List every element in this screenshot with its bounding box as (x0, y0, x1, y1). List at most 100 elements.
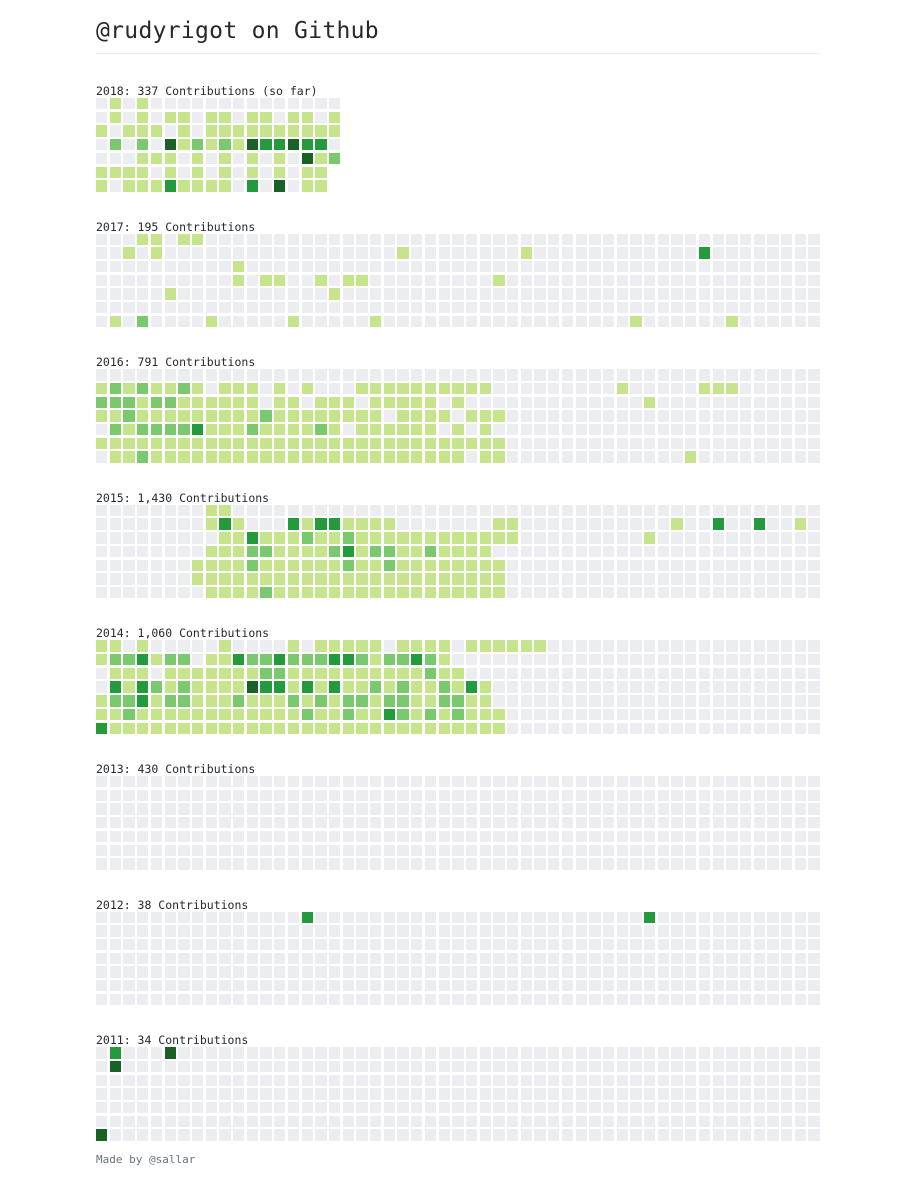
day-cell[interactable] (726, 952, 738, 965)
day-cell[interactable] (561, 559, 574, 571)
day-cell[interactable] (753, 288, 765, 300)
day-cell[interactable] (246, 993, 259, 1006)
day-cell[interactable] (233, 180, 245, 192)
day-cell[interactable] (767, 1074, 779, 1086)
day-cell[interactable] (164, 152, 176, 165)
day-cell[interactable] (794, 1101, 807, 1114)
day-cell[interactable] (685, 302, 697, 314)
day-cell[interactable] (424, 640, 437, 652)
day-cell[interactable] (602, 817, 615, 829)
day-cell[interactable] (109, 1101, 122, 1114)
day-cell[interactable] (96, 858, 108, 870)
day-cell[interactable] (370, 573, 382, 585)
day-cell[interactable] (137, 247, 149, 259)
day-cell[interactable] (205, 789, 217, 802)
day-cell[interactable] (561, 396, 574, 408)
day-cell[interactable] (137, 573, 149, 585)
day-cell[interactable] (274, 423, 286, 436)
day-cell[interactable] (150, 410, 163, 422)
day-cell[interactable] (96, 830, 108, 843)
day-cell[interactable] (424, 966, 437, 978)
day-cell[interactable] (685, 1101, 697, 1114)
day-cell[interactable] (287, 1047, 300, 1059)
day-cell[interactable] (602, 518, 615, 530)
day-cell[interactable] (260, 966, 272, 978)
day-cell[interactable] (452, 369, 464, 381)
day-cell[interactable] (644, 952, 656, 965)
day-cell[interactable] (671, 410, 683, 422)
day-cell[interactable] (520, 260, 533, 273)
day-cell[interactable] (438, 789, 450, 802)
day-cell[interactable] (561, 233, 574, 245)
day-cell[interactable] (191, 315, 204, 328)
day-cell[interactable] (602, 1101, 615, 1114)
day-cell[interactable] (575, 288, 587, 300)
day-cell[interactable] (589, 667, 601, 680)
day-cell[interactable] (342, 789, 354, 802)
day-cell[interactable] (575, 667, 587, 680)
day-cell[interactable] (328, 1129, 341, 1141)
day-cell[interactable] (191, 98, 204, 110)
day-cell[interactable] (520, 518, 533, 530)
day-cell[interactable] (726, 1129, 738, 1141)
day-cell[interactable] (465, 274, 478, 287)
day-cell[interactable] (452, 451, 464, 463)
day-cell[interactable] (233, 952, 245, 965)
day-cell[interactable] (520, 844, 533, 856)
day-cell[interactable] (726, 667, 738, 680)
day-cell[interactable] (191, 938, 204, 951)
day-cell[interactable] (164, 640, 176, 652)
day-cell[interactable] (808, 952, 820, 965)
day-cell[interactable] (493, 789, 505, 802)
day-cell[interactable] (781, 410, 793, 422)
day-cell[interactable] (602, 830, 615, 843)
day-cell[interactable] (685, 938, 697, 951)
day-cell[interactable] (123, 830, 135, 843)
day-cell[interactable] (438, 993, 450, 1006)
day-cell[interactable] (589, 938, 601, 951)
day-cell[interactable] (178, 288, 190, 300)
day-cell[interactable] (424, 573, 437, 585)
day-cell[interactable] (534, 247, 546, 259)
day-cell[interactable] (781, 789, 793, 802)
day-cell[interactable] (548, 640, 560, 652)
day-cell[interactable] (123, 952, 135, 965)
day-cell[interactable] (246, 640, 259, 652)
day-cell[interactable] (657, 858, 670, 870)
day-cell[interactable] (219, 830, 231, 843)
day-cell[interactable] (424, 980, 437, 992)
day-cell[interactable] (246, 382, 259, 395)
day-cell[interactable] (178, 952, 190, 965)
day-cell[interactable] (493, 274, 505, 287)
day-cell[interactable] (287, 695, 300, 707)
day-cell[interactable] (644, 803, 656, 815)
day-cell[interactable] (739, 681, 752, 693)
day-cell[interactable] (685, 274, 697, 287)
day-cell[interactable] (602, 396, 615, 408)
day-cell[interactable] (178, 437, 190, 450)
day-cell[interactable] (411, 938, 423, 951)
day-cell[interactable] (767, 911, 779, 923)
day-cell[interactable] (328, 925, 341, 937)
day-cell[interactable] (109, 315, 122, 328)
day-cell[interactable] (109, 111, 122, 124)
day-cell[interactable] (123, 1115, 135, 1128)
day-cell[interactable] (698, 952, 711, 965)
day-cell[interactable] (712, 776, 724, 788)
day-cell[interactable] (109, 722, 122, 734)
day-cell[interactable] (602, 1115, 615, 1128)
day-cell[interactable] (712, 233, 724, 245)
day-cell[interactable] (644, 858, 656, 870)
day-cell[interactable] (794, 1088, 807, 1100)
day-cell[interactable] (356, 233, 368, 245)
day-cell[interactable] (616, 1047, 628, 1059)
day-cell[interactable] (589, 1129, 601, 1141)
day-cell[interactable] (383, 247, 396, 259)
day-cell[interactable] (794, 640, 807, 652)
day-cell[interactable] (246, 315, 259, 328)
day-cell[interactable] (616, 925, 628, 937)
day-cell[interactable] (438, 302, 450, 314)
day-cell[interactable] (685, 1129, 697, 1141)
day-cell[interactable] (726, 803, 738, 815)
day-cell[interactable] (123, 98, 135, 110)
